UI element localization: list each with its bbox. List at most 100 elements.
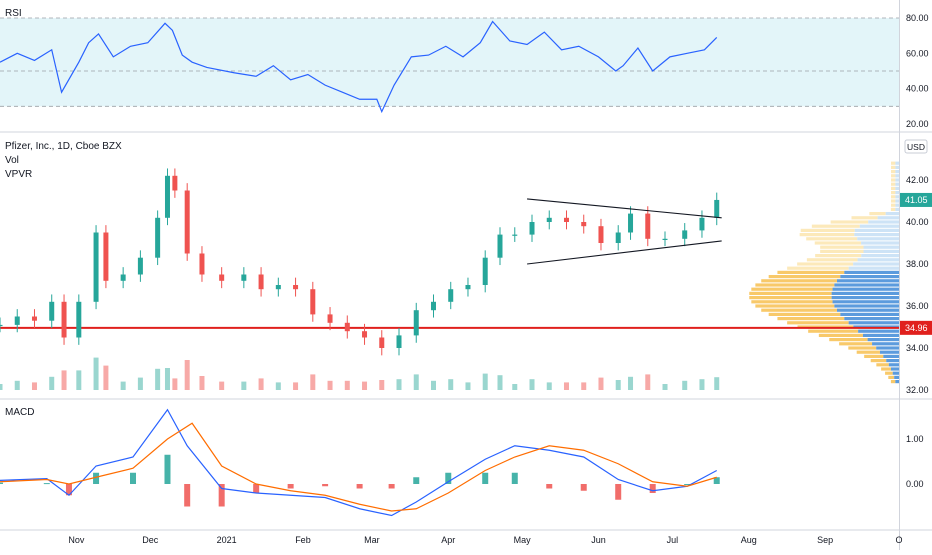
vpvr-bar-up [861,254,899,258]
candle-body [362,331,368,338]
candle-body [219,274,225,281]
time-tick-label: Nov [68,535,85,545]
triangle-lower-line[interactable] [527,240,722,265]
vpvr-bar-up [844,317,899,321]
volume-bar [699,379,705,390]
vpvr-bar-up [848,321,899,325]
macd-histogram-bar [413,477,420,484]
candle-body [682,230,688,239]
vpvr-bar-down [885,371,893,375]
volume-bar [482,373,488,390]
macd-histogram-bar [0,482,3,484]
volume-bar [628,376,634,390]
vpvr-bar-up [895,203,899,207]
candle-body [155,217,161,258]
volume-bar [120,381,126,390]
vpvr-bar-up [837,308,899,312]
vpvr-bar-down [851,216,878,220]
triangle-upper-line[interactable] [527,198,722,219]
volume-bar [275,382,281,390]
vpvr-bar-down [751,287,833,291]
volume-bar [93,357,99,390]
vpvr-bar-up [857,258,899,262]
macd-histogram-bar [322,484,329,487]
vpvr-bar-down [811,224,860,228]
vpvr-bar-down [818,333,863,337]
vpvr-bar-down [777,270,845,274]
vpvr-bar-down [888,375,895,379]
vpvr-bar-up [895,199,899,203]
candle-body [645,213,651,239]
candle-body [344,322,350,332]
vpvr-bar-up [879,350,899,354]
volume-bar [497,375,503,390]
time-tick-label: May [514,535,532,545]
volume-bar [219,381,225,390]
candle-body [137,257,143,275]
macd-histogram-bar [43,483,50,485]
candle-body [714,199,720,218]
vpvr-bar-up [895,170,899,174]
currency-box[interactable] [904,139,928,154]
vpvr-bar-down [856,350,880,354]
volume-bar [396,379,402,390]
volume-bar [379,380,385,390]
vpvr-bar-down [891,199,896,203]
candle-body [14,316,20,325]
volume-bar [241,381,247,390]
vpvr-bar-up [854,233,899,237]
volume-bar [327,380,333,390]
candle-body [512,234,518,236]
candle-body [61,301,67,338]
candle-body [76,301,82,338]
last-price-box [900,192,932,207]
time-tick-label: Mar [364,535,380,545]
vpvr-bar-down [864,354,884,358]
time-tick-label: 2021 [217,535,237,545]
macd-histogram-bar [445,472,452,484]
candle-body [546,217,552,222]
vpvr-bar-down [787,266,849,270]
vpvr-bar-down [800,228,855,232]
macd-tick-label: 1.00 [906,434,924,444]
currency-label[interactable]: USD [907,142,925,152]
volume-bar [258,378,264,390]
support-price-box [900,320,932,335]
candle-body [93,232,99,302]
volume-bar [103,365,109,390]
vpvr-bar-down [830,220,869,224]
vpvr-bar-down [891,182,896,186]
macd-histogram-bar [184,484,191,507]
price-tick-label: 32.00 [906,385,929,395]
volume-bar [155,368,161,390]
time-tick-label: Apr [441,535,455,545]
macd-histogram-bar [580,484,587,491]
macd-histogram-bar [130,472,137,484]
vol-label: Vol [5,155,19,166]
vpvr-bar-down [787,321,849,325]
rsi-title: RSI [5,8,22,19]
volume-bar [310,374,316,390]
candle-body [293,285,299,290]
macd-histogram-bar [356,484,363,489]
vpvr-bar-up [840,312,899,316]
volume-bar [76,370,82,390]
vpvr-bar-up [844,270,899,274]
candle-body [199,253,205,275]
candle-body [275,285,281,290]
vpvr-bar-down [777,317,845,321]
volume-bar [49,376,55,390]
rsi-tick-label: 20.00 [906,119,929,129]
volume-bar [682,380,688,390]
macd-histogram-bar [287,484,294,489]
vpvr-bar-down [749,291,832,295]
vpvr-bar-up [895,191,899,195]
candle-body [662,238,668,240]
price-tick-label: 36.00 [906,301,929,311]
price-title: Pfizer, Inc., 1D, Cboe BZX [5,141,122,152]
vpvr-bar-up [834,304,899,308]
price-tick-label: 42.00 [906,175,929,185]
volume-bar [344,380,350,390]
candle-body [0,324,3,327]
vpvr-bar-down [797,262,854,266]
